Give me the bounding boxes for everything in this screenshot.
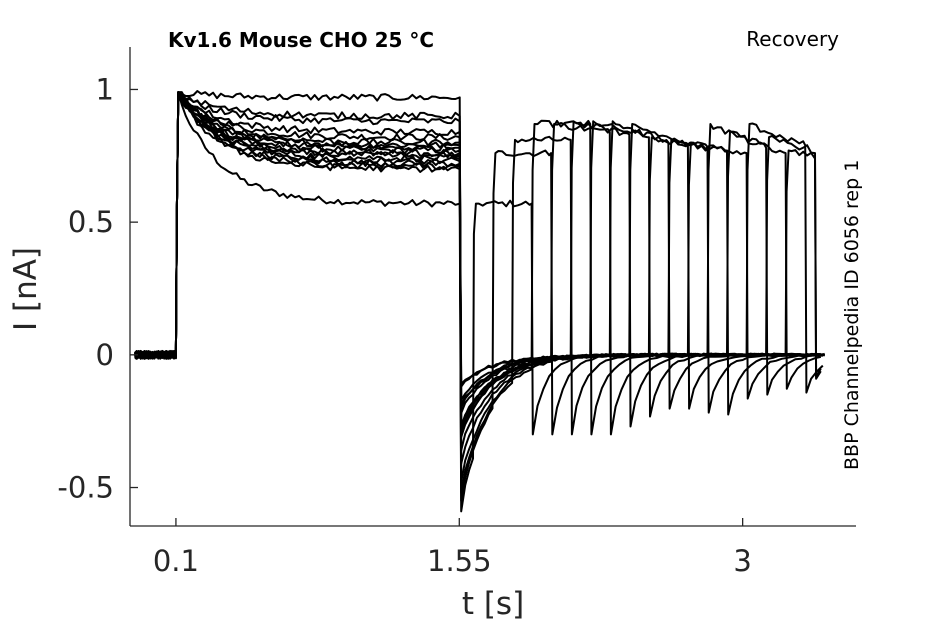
side-label: BBP Channelpedia ID 6056 rep 1	[841, 160, 863, 470]
chart-title: Kv1.6 Mouse CHO 25 °C	[168, 28, 434, 52]
x-tick-label: 1.55	[427, 544, 492, 578]
y-ticks: -0.5 0 0.5 1	[57, 72, 138, 505]
x-ticks: 0.1 1.55 3	[153, 518, 752, 578]
sweep-trace-1	[134, 91, 825, 513]
sweep-trace-15	[134, 91, 824, 407]
x-tick-label: 3	[733, 544, 751, 578]
sweep-traces	[133, 90, 825, 513]
sweep-trace-8	[134, 91, 822, 428]
corner-label: Recovery	[746, 27, 839, 51]
x-axis-label: t [s]	[462, 586, 524, 622]
sweep-trace-9	[134, 91, 823, 428]
y-tick-label: -0.5	[57, 471, 114, 505]
sweep-trace-2	[134, 91, 821, 502]
y-axis-label: I [nA]	[8, 247, 44, 331]
y-tick-label: 1	[96, 72, 114, 106]
axes	[129, 47, 856, 527]
y-tick-label: 0.5	[68, 205, 114, 239]
x-tick-label: 0.1	[153, 544, 199, 578]
sweep-trace-17	[134, 91, 822, 385]
y-tick-label: 0	[96, 338, 114, 372]
